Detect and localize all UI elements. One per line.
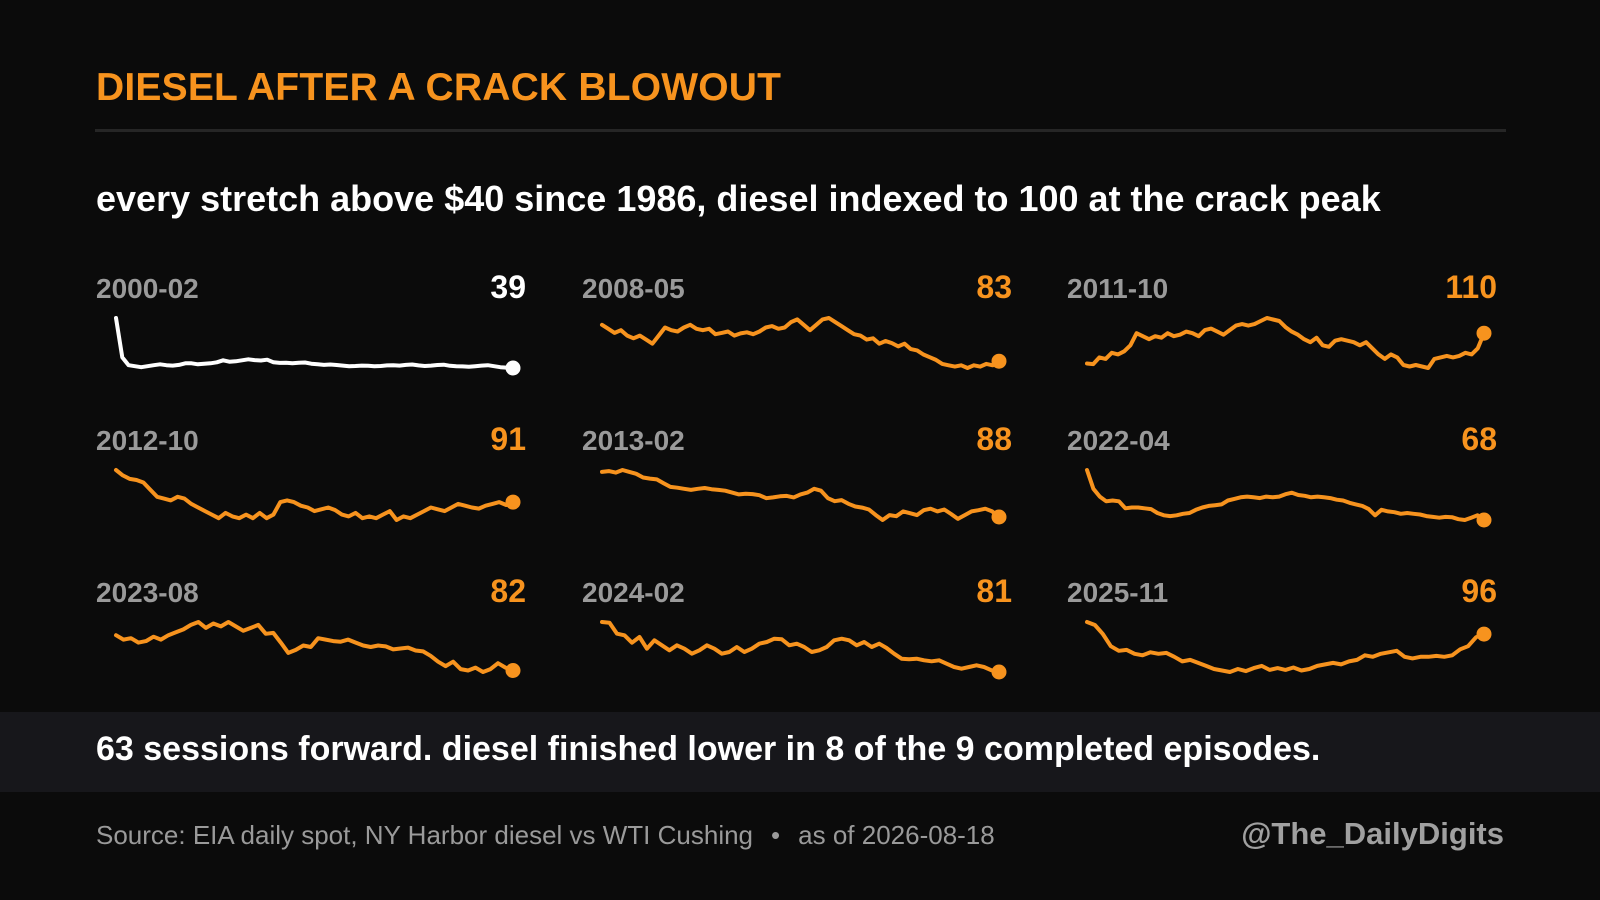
series-end-point <box>1476 626 1492 642</box>
series-line <box>600 316 1001 370</box>
series-line <box>600 620 1001 674</box>
series-label: 2013-02 <box>582 425 685 456</box>
series-line <box>1085 620 1486 674</box>
series-label: 2012-10 <box>96 425 199 456</box>
as-of-date: as of 2026-08-18 <box>798 820 995 850</box>
source-text: Source: EIA daily spot, NY Harbor diesel… <box>96 820 754 850</box>
author-handle: @The_DailyDigits <box>1241 816 1504 851</box>
series-label: 2023-08 <box>96 577 199 608</box>
series-final-value: 110 <box>1445 269 1497 305</box>
series-label: 2008-05 <box>582 273 685 304</box>
series-final-value: 39 <box>490 269 526 305</box>
series-label: 2011-10 <box>1067 273 1169 304</box>
series-line <box>1085 468 1486 522</box>
sparkline-chart <box>114 316 521 376</box>
series-label: 2000-02 <box>96 273 199 304</box>
series-final-value: 91 <box>490 421 526 457</box>
sparkline-chart <box>600 468 1007 525</box>
series-panel: 2023-08 82 <box>96 573 536 727</box>
series-end-point <box>991 353 1007 369</box>
chart-title: DIESEL AFTER A CRACK BLOWOUT <box>96 66 782 109</box>
series-final-value: 96 <box>1461 573 1497 609</box>
series-panel: 2022-04 68 <box>1067 421 1507 575</box>
series-panel: 2012-10 91 <box>96 421 536 575</box>
sparkline-chart <box>1085 468 1492 528</box>
series-label: 2022-04 <box>1067 425 1170 456</box>
sparkline-chart <box>600 620 1007 680</box>
series-panel: 2000-02 39 <box>96 269 536 423</box>
sparkline-chart <box>1085 620 1492 674</box>
series-panel: 2008-05 83 <box>582 269 1022 423</box>
series-line <box>114 620 515 674</box>
series-panel: 2025-11 96 <box>1067 573 1507 727</box>
sparkline-chart <box>600 316 1007 370</box>
series-end-point <box>505 360 521 376</box>
series-line <box>114 316 515 370</box>
series-panel: 2024-02 81 <box>582 573 1022 727</box>
series-label: 2024-02 <box>582 577 685 608</box>
separator: • <box>771 820 781 850</box>
series-final-value: 82 <box>490 573 526 609</box>
series-end-point <box>991 664 1007 680</box>
series-end-point <box>505 663 521 678</box>
sparkline-chart <box>1085 316 1492 370</box>
series-end-point <box>1476 512 1492 528</box>
sparkline-chart <box>114 620 521 678</box>
series-panel: 2011-10 110 <box>1067 269 1507 423</box>
sparkline-chart <box>114 468 521 522</box>
chart-subtitle: every stretch above $40 since 1986, dies… <box>96 178 1381 219</box>
series-final-value: 68 <box>1461 421 1497 457</box>
title-divider <box>95 129 1506 132</box>
series-final-value: 83 <box>976 269 1012 305</box>
series-end-point <box>505 494 521 510</box>
series-final-value: 88 <box>976 421 1012 457</box>
takeaway-band <box>0 712 1600 792</box>
footer-source: Source: EIA daily spot, NY Harbor diesel… <box>96 820 995 851</box>
takeaway-text: 63 sessions forward. diesel finished low… <box>96 730 1321 768</box>
series-line <box>1085 316 1486 370</box>
series-end-point <box>991 509 1007 525</box>
series-line <box>600 468 1001 522</box>
series-end-point <box>1476 325 1492 341</box>
series-panel: 2013-02 88 <box>582 421 1022 575</box>
series-label: 2025-11 <box>1067 577 1169 608</box>
series-final-value: 81 <box>976 573 1012 609</box>
series-line <box>114 468 515 522</box>
